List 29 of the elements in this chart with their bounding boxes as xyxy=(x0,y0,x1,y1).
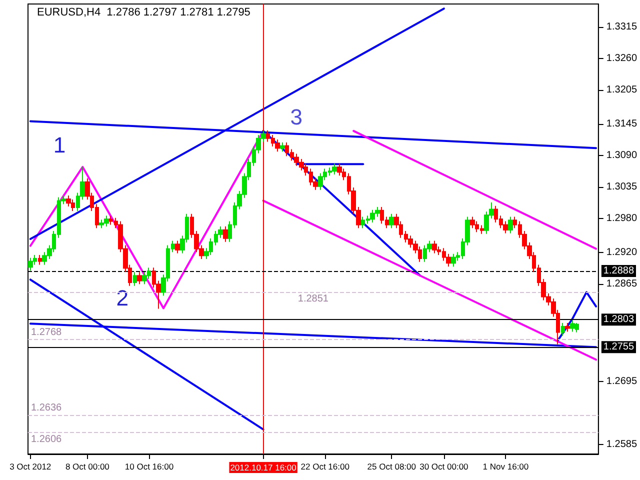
x-tick-label: 10 Oct 16:00 xyxy=(124,462,174,472)
x-tick-label: 8 Oct 00:00 xyxy=(65,462,110,472)
x-tick-label: 22 Oct 16:00 xyxy=(300,462,350,472)
x-tick-label: 3 Oct 2012 xyxy=(10,462,52,472)
x-tick-label: 2012.10.17 16:00 xyxy=(230,462,297,472)
ref-line-label: 1.2803 xyxy=(603,314,634,326)
y-tick-label: 1.3205 xyxy=(606,84,638,96)
y-tick-label: 1.2980 xyxy=(606,212,638,224)
ref-line-label: 1.2755 xyxy=(603,342,634,353)
y-tick-label: 1.2920 xyxy=(606,247,638,258)
annotation: 1 xyxy=(53,132,66,158)
y-tick-label: 1.3260 xyxy=(606,52,638,64)
y-tick-label: 1.2585 xyxy=(606,438,638,450)
x-tick-label: 1 Nov 16:00 xyxy=(482,462,529,472)
annotation: 3 xyxy=(290,104,303,130)
ref-line-label: 1.2636 xyxy=(31,402,62,414)
chart-title: EURUSD,H4 1.2786 1.2797 1.2781 1.2795 xyxy=(37,6,250,18)
ref-line-label: 1.2606 xyxy=(31,434,62,445)
x-tick-label: 30 Oct 00:00 xyxy=(420,462,469,472)
x-tick-label: 25 Oct 08:00 xyxy=(367,462,416,472)
ref-line-label: 1.2888 xyxy=(603,266,634,277)
ref-line-label: 1.2851 xyxy=(298,294,329,305)
y-tick-label: 1.3315 xyxy=(606,21,638,32)
y-tick-label: 1.2865 xyxy=(606,278,638,290)
y-tick-label: 1.3090 xyxy=(606,150,638,162)
y-tick-label: 1.3035 xyxy=(606,181,638,192)
y-tick-label: 1.2695 xyxy=(606,376,638,387)
y-tick-label: 1.3145 xyxy=(606,118,638,130)
ref-line-label: 1.2768 xyxy=(31,327,62,338)
